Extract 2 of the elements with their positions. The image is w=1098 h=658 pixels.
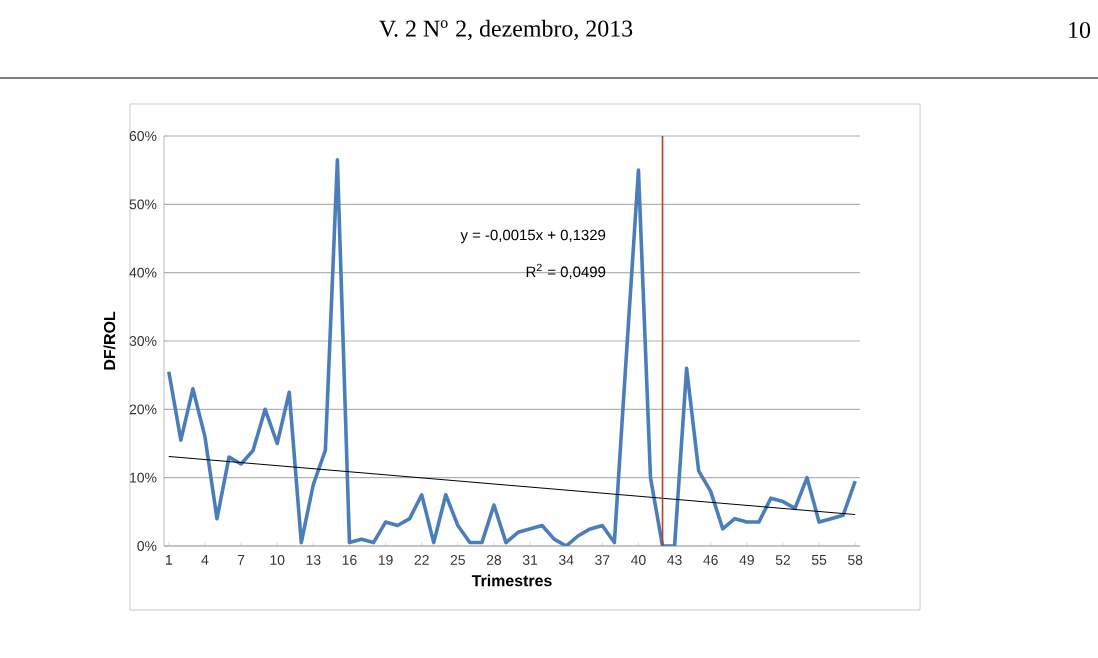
text: 10: [1069, 21, 1091, 39]
text: V. 2 N$^{o}$ 2, dezembro, 2013: [379, 19, 633, 41]
